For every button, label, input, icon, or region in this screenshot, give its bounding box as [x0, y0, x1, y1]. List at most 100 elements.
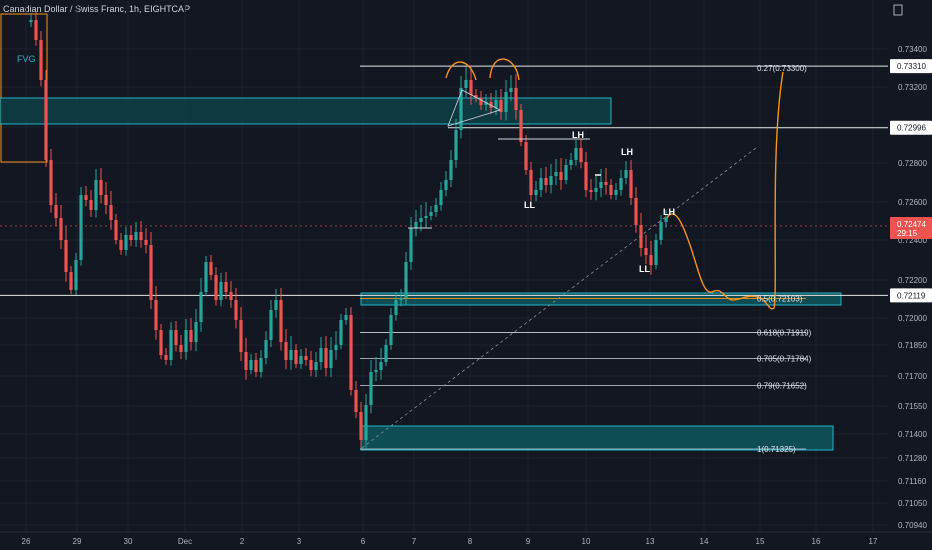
price-tick: 0.73200 [898, 83, 927, 92]
candle-body [194, 322, 198, 342]
candle-body [334, 345, 338, 350]
candle-body [359, 412, 363, 440]
time-tick: 29 [73, 537, 82, 546]
time-tick: 10 [582, 537, 591, 546]
candle-body [314, 362, 318, 370]
candle-body [634, 198, 638, 225]
candle-body [389, 315, 393, 345]
price-marker-label: 0.72996 [897, 124, 926, 133]
candle-body [629, 170, 633, 198]
time-tick: 14 [700, 537, 709, 546]
candle-body [179, 345, 183, 352]
candle-body [554, 172, 558, 176]
candle-body [549, 176, 553, 185]
candle-body [249, 360, 253, 370]
time-axis: 26 29 30 Dec 2 3 6 7 8 9 10 13 14 15 16 17 [0, 531, 932, 546]
candle-body [144, 240, 148, 245]
price-marker-label: 0.73310 [897, 62, 926, 71]
candle-body [264, 340, 268, 358]
candle-body [419, 218, 423, 222]
candle-body [399, 298, 403, 300]
time-tick: 3 [297, 537, 302, 546]
currency-icon [893, 4, 903, 16]
candle-body [229, 292, 233, 300]
fib-label: 0.79(0.71652) [757, 382, 807, 391]
candle-body [114, 220, 118, 240]
price-tick: 0.71160 [898, 477, 927, 486]
candle-body [344, 315, 348, 320]
drawings-layer [361, 58, 784, 449]
candle-body [234, 300, 238, 320]
fvg-label: FVG [17, 54, 36, 64]
candle-body [79, 195, 83, 260]
candle-body [189, 330, 193, 342]
current-price-value: 0.72474 [897, 220, 926, 229]
candle-body [529, 170, 533, 195]
lower-demand-zone [360, 425, 834, 451]
candle-body [54, 205, 58, 218]
candle-body [494, 100, 498, 108]
candle-body [469, 80, 473, 95]
candle-body [244, 352, 248, 370]
price-marker [890, 120, 932, 135]
candle-body [604, 182, 608, 185]
candle-body [149, 245, 153, 300]
candle-body [349, 315, 353, 390]
candle-body [624, 170, 628, 178]
candle-body [404, 262, 408, 298]
fib-label: 1(0.71325) [757, 445, 796, 454]
grid-layer [0, 0, 888, 532]
candle-body [379, 362, 383, 370]
candle-body [504, 92, 508, 112]
candle-body [59, 218, 63, 240]
candles-layer [29, 12, 668, 448]
demand-zone [360, 292, 842, 306]
candle-body [44, 80, 48, 160]
candle-body [89, 200, 93, 210]
candle-body [569, 160, 573, 165]
price-tick: 0.72000 [898, 314, 927, 323]
time-tick: Dec [178, 537, 192, 546]
candle-body [409, 228, 413, 262]
candle-body [474, 95, 478, 98]
fvg-box [0, 13, 48, 163]
candle-body [154, 300, 158, 330]
candle-body [429, 212, 433, 216]
time-tick: 30 [124, 537, 133, 546]
trend-line [361, 147, 757, 449]
candle-body [354, 390, 358, 412]
candle-body [339, 320, 343, 345]
price-marker [890, 288, 932, 303]
candle-body [104, 195, 108, 205]
candle-body [544, 178, 548, 185]
candle-body [99, 180, 103, 195]
candle-body [259, 358, 263, 372]
supply-zone [0, 97, 612, 125]
candle-body [164, 355, 168, 360]
candle-body [214, 275, 218, 300]
price-tick: 0.73400 [898, 45, 927, 54]
candle-body [534, 190, 538, 195]
candle-body [74, 260, 78, 290]
price-tick: 0.71400 [898, 430, 927, 439]
candle-body [324, 348, 328, 368]
candle-body [94, 180, 98, 210]
top-arc [489, 58, 520, 81]
price-tick: 0.72200 [898, 276, 927, 285]
price-tick: 0.72800 [898, 159, 927, 168]
candle-body [559, 172, 563, 180]
candle-body [439, 190, 443, 205]
pivot-label: LL [524, 200, 535, 210]
fib-label: 0.5(0.72103) [757, 294, 803, 303]
time-tick: 15 [756, 537, 765, 546]
candle-body [309, 360, 313, 370]
price-axis-bg [888, 0, 932, 550]
price-tick: 0.71280 [898, 454, 927, 463]
time-tick: 16 [812, 537, 821, 546]
candle-body [589, 190, 593, 192]
candle-body [649, 255, 653, 265]
candle-body [64, 240, 68, 272]
candle-body [364, 405, 368, 440]
